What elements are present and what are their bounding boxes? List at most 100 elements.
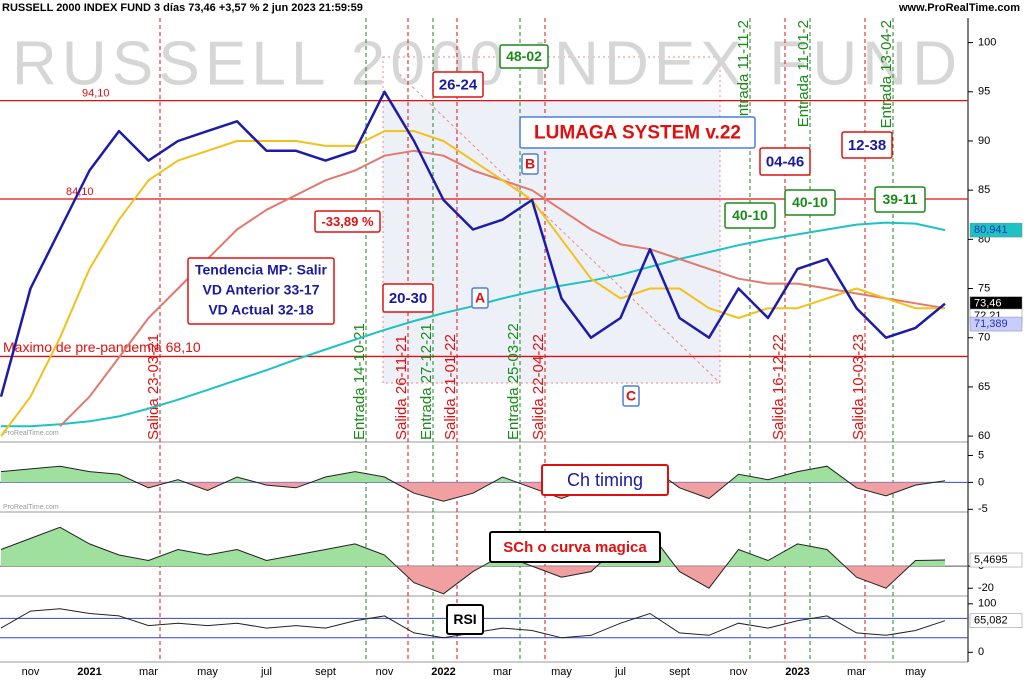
x-tick-label: nov — [376, 666, 394, 678]
annotation-box — [432, 71, 484, 98]
annotation: A — [475, 290, 485, 306]
annotation: 48-02 — [506, 48, 542, 64]
y-tick-label: 5 — [978, 449, 984, 461]
annotation: 40-10 — [732, 207, 768, 223]
y-tick-label: 60 — [978, 430, 990, 442]
panel-title: Ch timing — [567, 470, 643, 490]
header-title: RUSSELL 2000 INDEX FUND 3 días 73,46 +3,… — [2, 2, 363, 14]
panel-title-box — [446, 604, 484, 635]
level-label: Maximo de pre-pandemia 68,10 — [3, 339, 201, 355]
dashed-zone — [382, 56, 721, 384]
value-box-label: 5,4695 — [974, 554, 1008, 566]
panel-title-box — [489, 531, 661, 563]
x-tick-label: 2021 — [77, 666, 101, 678]
level-label: 94,10 — [82, 88, 110, 100]
annotation: 20-30 — [389, 290, 427, 307]
x-tick-label: nov — [730, 666, 748, 678]
annotation: 40-10 — [792, 194, 828, 210]
annotation-box — [759, 147, 811, 176]
annotation-box — [499, 44, 549, 69]
x-tick-label: mar — [139, 666, 158, 678]
signal-label: Entrada 11-11-2 — [735, 20, 752, 126]
moving-average — [0, 130, 945, 437]
annotation: 39-11 — [882, 191, 917, 207]
y-tick-label: 0 — [978, 476, 984, 488]
signal-label: Entrada 11-01-2 — [795, 20, 812, 127]
x-tick-label: may — [551, 666, 572, 678]
y-tick-label: 65 — [978, 381, 990, 393]
trend-line: Tendencia MP: Salir — [195, 262, 328, 278]
trend-box — [187, 257, 335, 325]
x-tick-label: may — [197, 666, 218, 678]
annotation-box — [314, 210, 381, 233]
x-tick-label: jul — [260, 666, 272, 678]
annotation-box — [519, 116, 756, 149]
annotation: LUMAGA SYSTEM v.22 — [534, 123, 741, 144]
x-tick-label: 2023 — [785, 666, 809, 678]
small-source: ProRealTime.com — [3, 504, 59, 511]
signal-label: Salida 22-04-22 — [530, 334, 547, 440]
x-tick-label: 2022 — [431, 666, 455, 678]
annotation: 12-38 — [848, 137, 886, 154]
value-box — [969, 613, 1023, 628]
y-tick-label: 100 — [978, 598, 996, 610]
annotation-box — [841, 131, 893, 159]
panel-title: SCh o curva magica — [503, 539, 647, 556]
oscillator-line — [0, 526, 946, 595]
value-box — [969, 316, 1023, 332]
area-negative — [1, 482, 945, 502]
signal-label: Entrada 27-12-21 — [418, 323, 435, 440]
signal-label: Salida 26-11-21 — [393, 335, 410, 440]
x-tick-label: mar — [493, 666, 512, 678]
value-box — [969, 222, 1023, 238]
value-box-label: 71,389 — [974, 318, 1008, 330]
x-tick-label: jul — [614, 666, 626, 678]
signal-label: Salida 16-12-22 — [770, 334, 787, 440]
area-positive — [1, 527, 945, 567]
annotation: 26-24 — [439, 76, 478, 93]
annotation-box — [471, 287, 489, 309]
panel-title: RSI — [453, 611, 476, 627]
header-source: www.ProRealTime.com — [898, 2, 1020, 14]
trend-line: VD Actual 32-18 — [208, 302, 314, 318]
value-box-label: 73,46 — [974, 298, 1002, 310]
annotation-box — [874, 186, 926, 213]
annotation: B — [525, 156, 535, 172]
oscillator-line — [0, 465, 946, 502]
annotation-box — [724, 202, 776, 229]
annotation-box — [382, 283, 434, 313]
small-source: ProRealTime.com — [3, 430, 59, 437]
signal-label: Salida 21-01-22 — [442, 334, 459, 440]
signal-label: Entrada 13-04-2 — [878, 20, 895, 128]
y-tick-label: 95 — [978, 86, 990, 98]
x-tick-label: mar — [847, 666, 866, 678]
y-tick-label: 85 — [978, 184, 990, 196]
y-tick-label: 0 — [978, 646, 984, 658]
trend-line: VD Anterior 33-17 — [203, 282, 320, 298]
x-tick-label: nov — [22, 666, 40, 678]
annotation: C — [626, 388, 636, 404]
signal-label: Entrada 25-03-22 — [505, 323, 522, 440]
annotation-box — [521, 153, 539, 175]
y-tick-label: -5 — [978, 503, 988, 515]
value-box — [969, 552, 1023, 568]
signal-label: Salida 10-03-23 — [850, 334, 867, 440]
y-tick-label: 70 — [978, 332, 990, 344]
area-negative — [396, 566, 910, 594]
signal-label: Entrada 14-10-21 — [351, 323, 368, 440]
value-box-label: 80,941 — [974, 224, 1008, 236]
y-tick-label: 100 — [978, 37, 996, 49]
y-tick-label: 75 — [978, 282, 990, 294]
y-tick-label: -20 — [978, 582, 994, 594]
watermark: RUSSELL 2000 INDEX FUND — [12, 29, 957, 98]
x-tick-label: sept — [669, 666, 690, 678]
annotation-box — [622, 385, 640, 407]
annotation: -33,89 % — [321, 214, 373, 229]
value-box-label: 65,082 — [974, 615, 1008, 627]
panel-title-box — [541, 464, 669, 496]
signal-label: Salida 23-03-21 — [145, 334, 162, 440]
x-tick-label: may — [905, 666, 926, 678]
price-line — [0, 90, 946, 398]
